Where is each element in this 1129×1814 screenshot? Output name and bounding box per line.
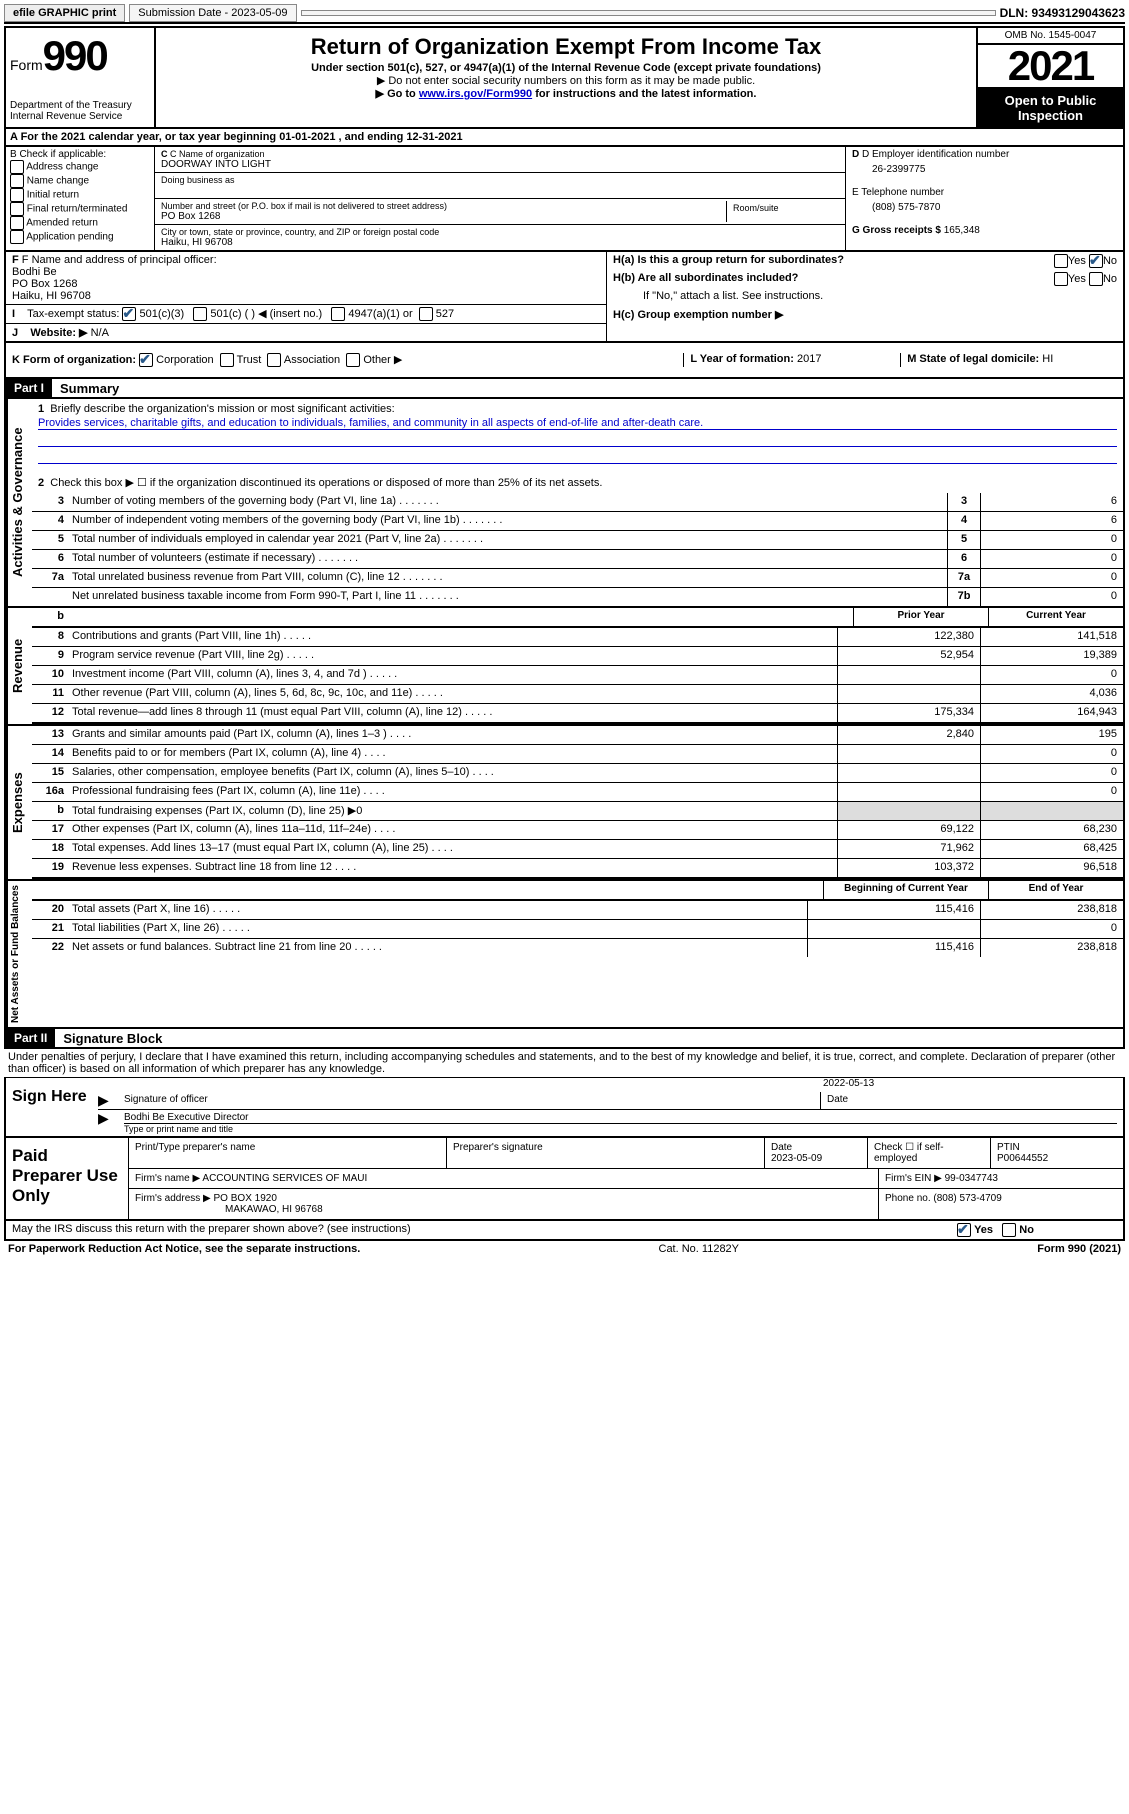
hb-no[interactable] <box>1089 272 1103 286</box>
activities-governance-section: Activities & Governance 1 Briefly descri… <box>4 399 1125 608</box>
k-corp[interactable] <box>139 353 153 367</box>
b-check[interactable] <box>10 202 24 216</box>
k-other[interactable] <box>346 353 360 367</box>
b-check[interactable] <box>10 174 24 188</box>
ein-value: 26-2399775 <box>852 160 1117 179</box>
dln-label: DLN: 93493129043623 <box>1000 6 1125 20</box>
sign-here-block: Sign Here 2022-05-13 ▶ Signature of offi… <box>4 1077 1125 1138</box>
row-a-tax-year: A For the 2021 calendar year, or tax yea… <box>4 129 1125 147</box>
k-assoc[interactable] <box>267 353 281 367</box>
form-note-2: ▶ Go to www.irs.gov/Form990 for instruct… <box>160 87 972 100</box>
website-row: J Website: ▶ N/A <box>6 324 606 341</box>
efile-print-button[interactable]: efile GRAPHIC print <box>4 4 125 22</box>
blank-field <box>301 10 996 16</box>
side-label-activities: Activities & Governance <box>6 399 32 606</box>
gross-receipts: 165,348 <box>944 225 980 236</box>
officer-name: Bodhi Be Executive Director <box>124 1112 1117 1123</box>
b-check[interactable] <box>10 230 24 244</box>
side-label-netassets: Net Assets or Fund Balances <box>6 881 32 1027</box>
tax-exempt-status: I Tax-exempt status: 501(c)(3) 501(c) ( … <box>6 305 606 324</box>
ha-no[interactable] <box>1089 254 1103 268</box>
revenue-section: Revenue b Prior Year Current Year 8Contr… <box>4 608 1125 726</box>
signature-declaration: Under penalties of perjury, I declare th… <box>4 1049 1125 1077</box>
tax-year: 2021 <box>978 45 1123 89</box>
open-public-inspection: Open to Public Inspection <box>978 89 1123 127</box>
section-klm: K Form of organization: Corporation Trus… <box>4 343 1125 379</box>
col-d-ein: D D Employer identification number 26-23… <box>846 147 1123 250</box>
part2-header: Part II Signature Block <box>4 1029 1125 1049</box>
org-name: DOORWAY INTO LIGHT <box>161 159 839 170</box>
firm-name: ACCOUNTING SERVICES OF MAUI <box>202 1173 367 1184</box>
city-state-zip: Haiku, HI 96708 <box>161 237 839 248</box>
k-trust[interactable] <box>220 353 234 367</box>
b-check[interactable] <box>10 160 24 174</box>
principal-officer: F F Name and address of principal office… <box>6 252 606 305</box>
sign-date: 2022-05-13 <box>823 1078 1123 1092</box>
501c3-checkbox[interactable] <box>122 307 136 321</box>
mission-text: Provides services, charitable gifts, and… <box>38 417 1117 430</box>
year-formation: 2017 <box>797 353 821 365</box>
paid-preparer-block: Paid Preparer Use Only Print/Type prepar… <box>4 1138 1125 1221</box>
b-check[interactable] <box>10 188 24 202</box>
irs-link[interactable]: www.irs.gov/Form990 <box>419 88 532 100</box>
irs-label: Internal Revenue Service <box>10 111 150 122</box>
4947-checkbox[interactable] <box>331 307 345 321</box>
form-number: Form990 <box>10 32 150 80</box>
discuss-no[interactable] <box>1002 1223 1016 1237</box>
firm-phone: (808) 573-4709 <box>933 1193 1001 1204</box>
state-domicile: HI <box>1042 353 1053 365</box>
side-label-revenue: Revenue <box>6 608 32 724</box>
b-check[interactable] <box>10 216 24 230</box>
col-c-org-info: C C Name of organization DOORWAY INTO LI… <box>155 147 846 250</box>
form-subtitle: Under section 501(c), 527, or 4947(a)(1)… <box>160 62 972 74</box>
form-header: Form990 Department of the Treasury Inter… <box>4 26 1125 129</box>
firm-ein: 99-0347743 <box>945 1173 998 1184</box>
section-fgh: F F Name and address of principal office… <box>4 252 1125 343</box>
prep-date: 2023-05-09 <box>771 1153 822 1164</box>
ha-yes[interactable] <box>1054 254 1068 268</box>
col-b-checkboxes: B Check if applicable: Address change Na… <box>6 147 155 250</box>
section-bcd: B Check if applicable: Address change Na… <box>4 147 1125 252</box>
side-label-expenses: Expenses <box>6 726 32 879</box>
527-checkbox[interactable] <box>419 307 433 321</box>
net-assets-section: Net Assets or Fund Balances Beginning of… <box>4 881 1125 1029</box>
form-note-1: ▶ Do not enter social security numbers o… <box>160 74 972 87</box>
dept-label: Department of the Treasury <box>10 100 150 111</box>
form-title: Return of Organization Exempt From Incom… <box>160 34 972 60</box>
expenses-section: Expenses 13Grants and similar amounts pa… <box>4 726 1125 881</box>
501c-checkbox[interactable] <box>193 307 207 321</box>
discuss-row: May the IRS discuss this return with the… <box>4 1221 1125 1241</box>
page-footer: For Paperwork Reduction Act Notice, see … <box>4 1241 1125 1257</box>
firm-addr: PO BOX 1920 <box>214 1193 277 1204</box>
hb-yes[interactable] <box>1054 272 1068 286</box>
street-address: PO Box 1268 <box>161 211 726 222</box>
phone-value: (808) 575-7870 <box>852 198 1117 217</box>
discuss-yes[interactable] <box>957 1223 971 1237</box>
col-h-group: H(a) Is this a group return for subordin… <box>607 252 1123 341</box>
submission-date-field: Submission Date - 2023-05-09 <box>129 4 296 22</box>
ptin: P00644552 <box>997 1153 1048 1164</box>
top-bar: efile GRAPHIC print Submission Date - 20… <box>4 4 1125 24</box>
part1-header: Part I Summary <box>4 379 1125 399</box>
